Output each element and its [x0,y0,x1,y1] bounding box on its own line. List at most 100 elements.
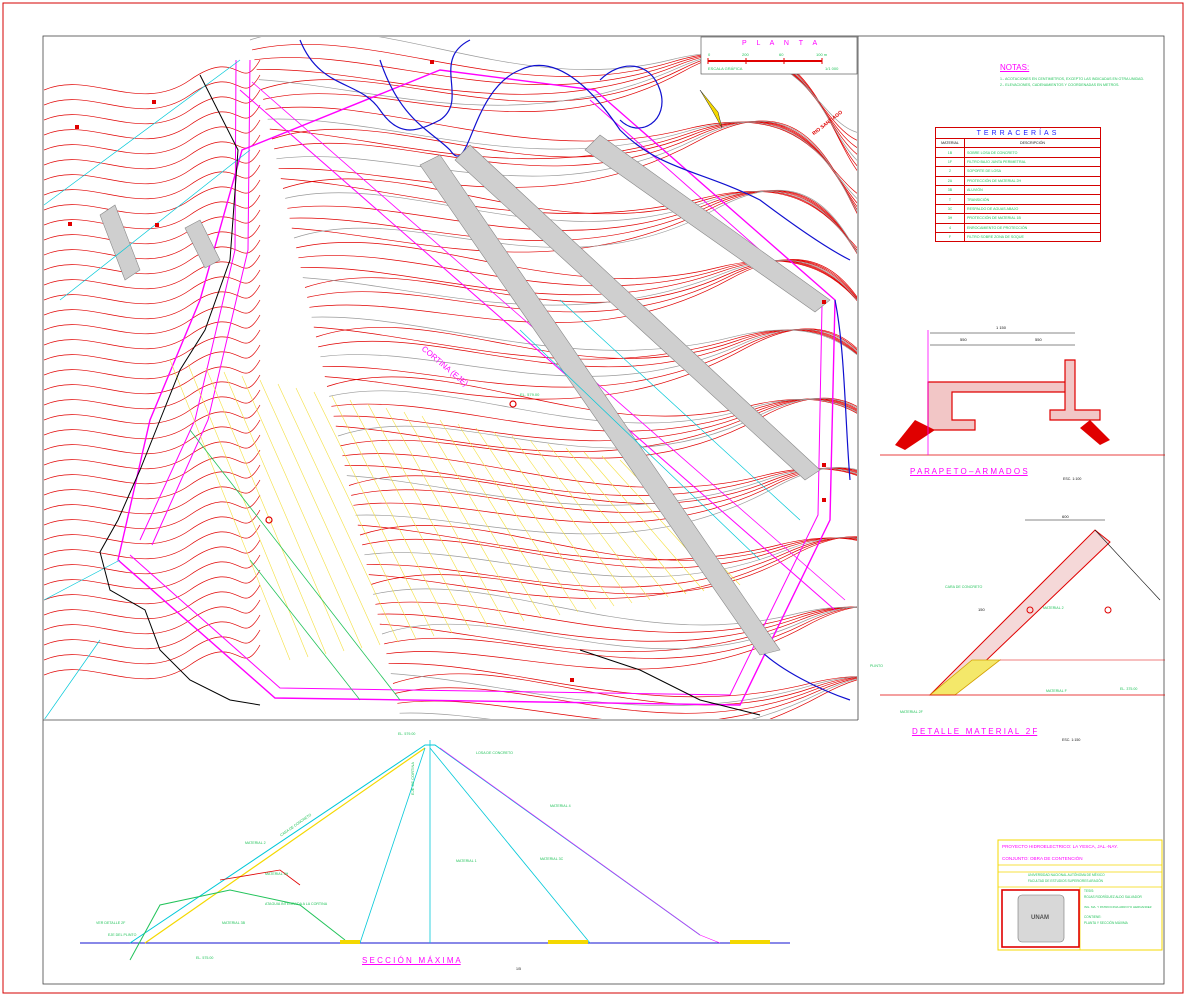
section-title: S E C C I Ó N M Á X I M A [362,956,461,965]
survey-markers [68,60,826,682]
contour-line [254,52,857,148]
contour-line [342,453,857,488]
unam-seal [1017,894,1065,943]
cell: 4 [935,222,965,233]
section-label-material-3h: MATERIAL 3H [265,872,289,876]
section-label-material-1: MATERIAL 1 [456,859,477,863]
contour-line [44,209,261,245]
hatch-line [169,359,291,661]
parapet-scale: ESC. 1:100 [1063,477,1082,481]
contour-line [362,537,857,569]
cell: PROTECCIÓN DE MATERIAL 2H [964,175,1101,186]
drawing-frame [42,35,1165,985]
contour-line [276,121,857,213]
contour-line [399,678,857,719]
contour-line [384,606,857,659]
contour-line [44,434,261,470]
contour-line [44,524,261,560]
earthworks-table: TERRACERÍAS MATERIAL DESCRIPCIÓN 1B SOBRE… [935,127,1101,243]
tb-institution-2: FACULTAD DE ESTUDIOS SUPERIORES ARAGÓN [1028,879,1103,883]
table-row: 1B SOBRE LOSA DE CONCRETO [935,147,1101,158]
contour-line [322,328,857,388]
contour-line [44,419,261,455]
detail-dim-600: 600 [1062,514,1069,519]
contour-line [44,149,261,185]
contour-line [44,269,261,305]
contour-line [280,178,857,249]
contour-line [269,121,857,204]
hatch-line [457,423,579,613]
hatch-line [349,399,471,631]
dam-outline [117,59,846,706]
plan-title: P L A N T A [742,40,822,47]
detail-label-elevation: EL. 375.00 [1120,687,1138,691]
hatch-line [385,407,507,625]
section-label-base: EL. 575.00 [196,956,214,960]
material-detail-title: D E T A L L E M A T E R I A L 2 F [912,727,1038,736]
contour-line [44,614,261,650]
dam-elevation-label: EL. 579.00 [520,392,540,397]
scale-caption: ESCALA GRÁFICA [708,66,743,71]
contour-line [44,254,261,290]
tb-content-label: CONTIENE: [1084,915,1102,919]
contour-line [311,316,857,356]
contour-line [271,121,857,208]
notes-title: NOTAS: [1000,63,1030,72]
contour-line [359,524,857,561]
contour-line [348,467,857,504]
hatch-line [511,435,633,604]
contour-line [44,284,261,320]
detail-label-concrete-face: CARA DE CONCRETO [945,585,983,589]
cell: FILTRO SOBRE ZONA DE SOQUE [964,231,1101,243]
table-row: 3C RESPALDO DE AGUAS ABAJO [935,203,1101,215]
contour-line [252,43,857,141]
contour-line [44,584,261,620]
contour-line [300,260,857,301]
contour-line [315,326,857,359]
tb-content: PLANTA Y SECCIÓN MÁXIMA [1084,921,1128,925]
hatch-line [403,411,525,622]
detail-dim-150: 150 [978,607,985,612]
contour-line [302,259,857,306]
contour-line [260,51,857,167]
contour-lines [44,43,857,719]
hatch-line [367,403,489,628]
tb-author: ROJAS RODRÍGUEZ ALDO SALVADOR [1084,895,1142,899]
scale-ratio: 1/1 000 [825,66,839,71]
cell: TRANSICIÓN [964,194,1101,205]
parapet-dim-right: 550 [1035,337,1042,342]
scale-box [700,36,858,75]
scale-tick-2: 60 [779,52,784,57]
hatch-line [259,379,381,646]
table-row: 3H PROTECCIÓN DE MATERIAL 1B [935,213,1101,224]
contour-line [44,539,261,575]
table-row: 1F FILTRO BAJO JUNTA PERIMETRAL [935,156,1101,168]
max-section [80,740,790,961]
table-row: 3B ALUVIÓN [935,184,1101,196]
contour-line [44,314,261,350]
contour-line [44,494,261,530]
contour-line [44,59,261,95]
contour-line [364,537,857,578]
green-lines [189,429,401,701]
hatch-line [439,419,561,616]
tb-author-label: TESIS: [1084,889,1095,893]
table-row: T TRANSICIÓN [935,194,1101,205]
contour-line [320,329,857,377]
contour-line [377,606,857,642]
contour-line [44,134,261,170]
contour-line [44,74,261,110]
section-label-material-3b: MATERIAL 3B [222,921,245,925]
contour-line [357,524,857,561]
contour-line [370,536,857,595]
table-row: 2A PROTECCIÓN DE MATERIAL 2H [935,175,1101,186]
diagonal-hatch-bands [99,134,831,656]
tb-subject: CONJUNTO: OBRA DE CONTENCIÓN [1002,856,1083,861]
contour-line [44,104,261,140]
detail-label-material-f: MATERIAL F [1046,689,1067,693]
section-label-material-3c: MATERIAL 3C [540,857,564,861]
contour-line [249,37,857,133]
section-label-slab: LOSA DE CONCRETO [476,751,513,755]
